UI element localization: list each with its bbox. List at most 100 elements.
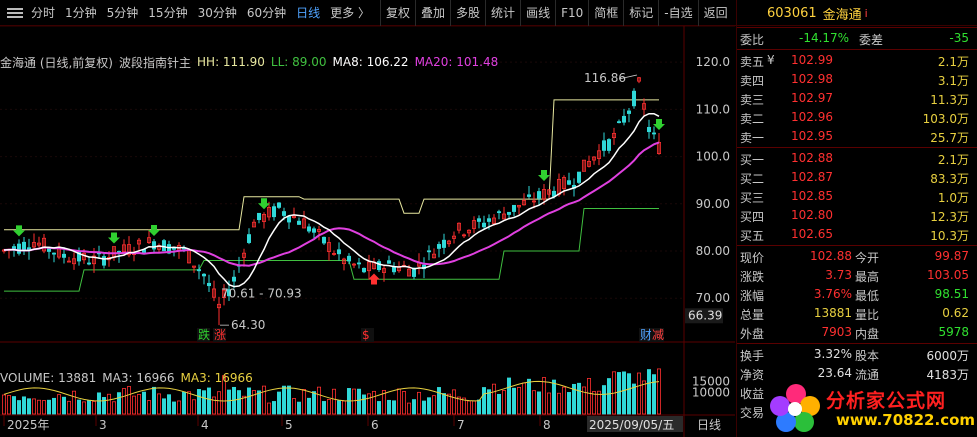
- asks-price[interactable]: 102.98: [791, 72, 833, 86]
- asks-price[interactable]: 102.96: [791, 110, 833, 124]
- period-tab-3[interactable]: 15分钟: [148, 5, 188, 20]
- candle: [72, 258, 77, 265]
- tool-button-2[interactable]: 多股: [450, 0, 485, 26]
- chart-area[interactable]: 116.86 70.61 - 70.93 64.30 120.0 110.0 100.0 9…: [0, 25, 735, 437]
- stat-row: 收益: [737, 383, 977, 402]
- volume-bar: [7, 395, 12, 415]
- event-mark-bg: [213, 328, 226, 342]
- toolbar: 分时 1分钟 5分钟 15分钟 30分钟 60分钟 日线 更多 〉 复权 叠加 多股 统计 画线 F10…: [0, 0, 977, 26]
- volume-bar: [216, 391, 221, 415]
- tool-button-8[interactable]: -自选: [658, 0, 697, 26]
- ll-line: [4, 208, 659, 292]
- volume-bar: [451, 389, 456, 415]
- candle: [92, 255, 97, 265]
- asks-row-0: 卖五 ¥102.99 2.1万: [737, 51, 977, 70]
- volume-ma3b: MA3: 16966: [180, 371, 253, 385]
- tool-button-6[interactable]: 简框: [588, 0, 623, 26]
- volume-bar: [306, 397, 311, 415]
- volume-bar: [296, 401, 301, 415]
- hh-line: [4, 99, 659, 231]
- volume-bar: [647, 369, 652, 415]
- candle: [562, 177, 567, 189]
- asks-price[interactable]: 102.99: [791, 53, 833, 67]
- asks-price[interactable]: 102.95: [791, 129, 833, 143]
- volume-bar: [291, 398, 296, 415]
- volume-bar: [406, 402, 411, 415]
- volume-ma3-line: [3, 380, 660, 402]
- candle: [481, 222, 486, 228]
- candle: [331, 253, 336, 255]
- volume-bar: [481, 387, 486, 415]
- volume-bar: [512, 387, 517, 415]
- candle: [652, 132, 657, 135]
- tool-button-3[interactable]: 统计: [485, 0, 520, 26]
- ma8-value: MA8: 106.22: [332, 55, 409, 69]
- menu-icon[interactable]: [4, 4, 26, 22]
- period-tab-1[interactable]: 1分钟: [65, 5, 97, 20]
- candle: [476, 218, 481, 222]
- stat-value: 3.32%: [813, 347, 852, 361]
- volume-bar: [587, 378, 592, 415]
- logo-text: 分析家公式网: [826, 390, 947, 412]
- volume-bar: [241, 395, 246, 415]
- volume-bar: [191, 399, 196, 415]
- volume-bar: [107, 393, 112, 415]
- indicator-name[interactable]: 波段指南针主: [119, 55, 192, 70]
- bids-price[interactable]: 102.80: [791, 208, 833, 222]
- bids-price[interactable]: 102.88: [791, 151, 833, 165]
- candle: [196, 269, 201, 272]
- volume-bar: [426, 397, 431, 415]
- stock-code: 603061: [767, 5, 817, 21]
- tool-button-0[interactable]: 复权: [380, 0, 415, 26]
- period-tab-5[interactable]: 60分钟: [246, 5, 287, 20]
- volume-ma3: MA3: 16966: [102, 371, 175, 385]
- info-icon[interactable]: i: [864, 6, 868, 20]
- asks-row-2: 卖三 102.97 11.3万: [737, 89, 977, 108]
- volume-bar: [47, 399, 52, 415]
- kline-chart[interactable]: 116.86 70.61 - 70.93 64.30 120.0 110.0 100.0 9…: [0, 25, 735, 437]
- asks-row-3: 卖二 102.96 103.0万: [737, 108, 977, 127]
- period-tab-2[interactable]: 5分钟: [106, 5, 139, 20]
- volume-bar: [286, 385, 291, 415]
- tool-button-9[interactable]: 返回: [697, 0, 733, 26]
- candle: [461, 234, 466, 237]
- asks-volume: 25.7万: [930, 131, 969, 145]
- volume-bar: [421, 400, 426, 415]
- event-mark-bg: [651, 328, 664, 342]
- bids-price[interactable]: 102.87: [791, 170, 833, 184]
- tool-button-4[interactable]: 画线: [520, 0, 555, 26]
- tool-button-7[interactable]: 标记: [623, 0, 658, 26]
- period-tab-7[interactable]: 更多 〉: [330, 5, 370, 20]
- asks-price[interactable]: 102.97: [791, 91, 833, 105]
- candle: [527, 194, 532, 197]
- stat-label: 总量: [740, 308, 765, 322]
- candle: [211, 288, 216, 298]
- volume-bar: [87, 399, 92, 415]
- bids-price[interactable]: 102.85: [791, 189, 833, 203]
- candle: [612, 133, 617, 139]
- volume-bar: [572, 383, 577, 415]
- bids-volume: 12.3万: [930, 210, 969, 224]
- weibi-row: 委比 -14.17% 委差 -35: [737, 29, 977, 48]
- candle: [221, 289, 226, 298]
- bids-price[interactable]: 102.65: [791, 227, 833, 241]
- weibi-label: 委比: [740, 33, 765, 47]
- stat-label: 流通: [855, 368, 880, 382]
- volume-bar: [92, 401, 97, 415]
- candle: [446, 240, 451, 245]
- bids-volume: 83.3万: [930, 172, 969, 186]
- volume-bar: [532, 390, 537, 415]
- logo-url: www.70822.com: [836, 411, 976, 429]
- tool-button-1[interactable]: 叠加: [415, 0, 450, 26]
- candle: [496, 211, 501, 214]
- period-tab-4[interactable]: 30分钟: [197, 5, 237, 20]
- candle: [547, 189, 552, 195]
- period-tab-0[interactable]: 分时: [31, 5, 56, 20]
- stat-value: 98.51: [934, 287, 969, 301]
- volume-bar: [542, 377, 547, 415]
- volume-bar: [122, 388, 127, 415]
- candle: [587, 161, 592, 167]
- candle: [241, 252, 246, 258]
- period-tab-6[interactable]: 日线: [296, 5, 321, 20]
- tool-button-5[interactable]: F10: [555, 0, 588, 26]
